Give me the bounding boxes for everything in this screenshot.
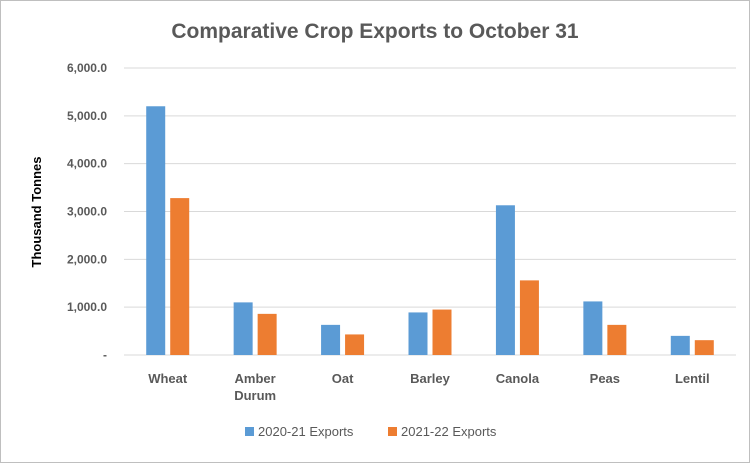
x-axis-ticks: Wheat Amber Durum Oat Barley Canola Peas Lentil — [148, 371, 709, 403]
y-axis-ticks: - 1,000.0 2,000.0 3,000.0 4,000.0 5,000.0 6,00… — [67, 61, 107, 362]
x-tick-label: Amber Durum — [234, 371, 276, 403]
chart-title: Comparative Crop Exports to October 31 — [171, 20, 579, 43]
legend-swatch — [388, 427, 397, 436]
bar-canola-series-1 — [519, 280, 539, 355]
bar-lentil-series-0 — [670, 335, 690, 355]
y-tick-label: 3,000.0 — [67, 205, 107, 219]
bar-barley-series-1 — [432, 309, 452, 355]
bars — [146, 106, 714, 356]
x-tick-label: Barley — [410, 371, 451, 386]
bar-oat-series-0 — [321, 324, 341, 355]
bar-canola-series-0 — [495, 205, 515, 355]
bar-peas-series-0 — [583, 301, 603, 355]
bar-amber-durum-series-0 — [233, 302, 253, 355]
legend: 2020-21 Exports 2021-22 Exports — [245, 424, 497, 439]
bar-peas-series-1 — [607, 324, 627, 355]
bar-barley-series-0 — [408, 312, 428, 355]
y-tick-label: 5,000.0 — [67, 109, 107, 123]
gridlines — [124, 67, 736, 356]
y-tick-label: - — [103, 348, 107, 362]
y-tick-label: 2,000.0 — [67, 252, 107, 266]
y-tick-label: 4,000.0 — [67, 157, 107, 171]
y-tick-label: 1,000.0 — [67, 300, 107, 314]
bar-oat-series-1 — [345, 334, 365, 355]
x-tick-label: Peas — [590, 371, 620, 386]
legend-swatch — [245, 427, 254, 436]
x-tick-label: Lentil — [675, 371, 710, 386]
bar-wheat-series-0 — [146, 106, 166, 356]
bar-wheat-series-1 — [170, 198, 190, 355]
y-tick-label: 6,000.0 — [67, 61, 107, 75]
x-tick-label: Wheat — [148, 371, 188, 386]
bar-lentil-series-1 — [694, 340, 714, 355]
x-tick-label: Oat — [332, 371, 354, 386]
x-tick-label: Canola — [496, 371, 540, 386]
legend-label: 2020-21 Exports — [258, 424, 354, 439]
bar-amber-durum-series-1 — [257, 313, 277, 355]
legend-label: 2021-22 Exports — [401, 424, 497, 439]
y-axis-label: Thousand Tonnes — [29, 157, 44, 268]
